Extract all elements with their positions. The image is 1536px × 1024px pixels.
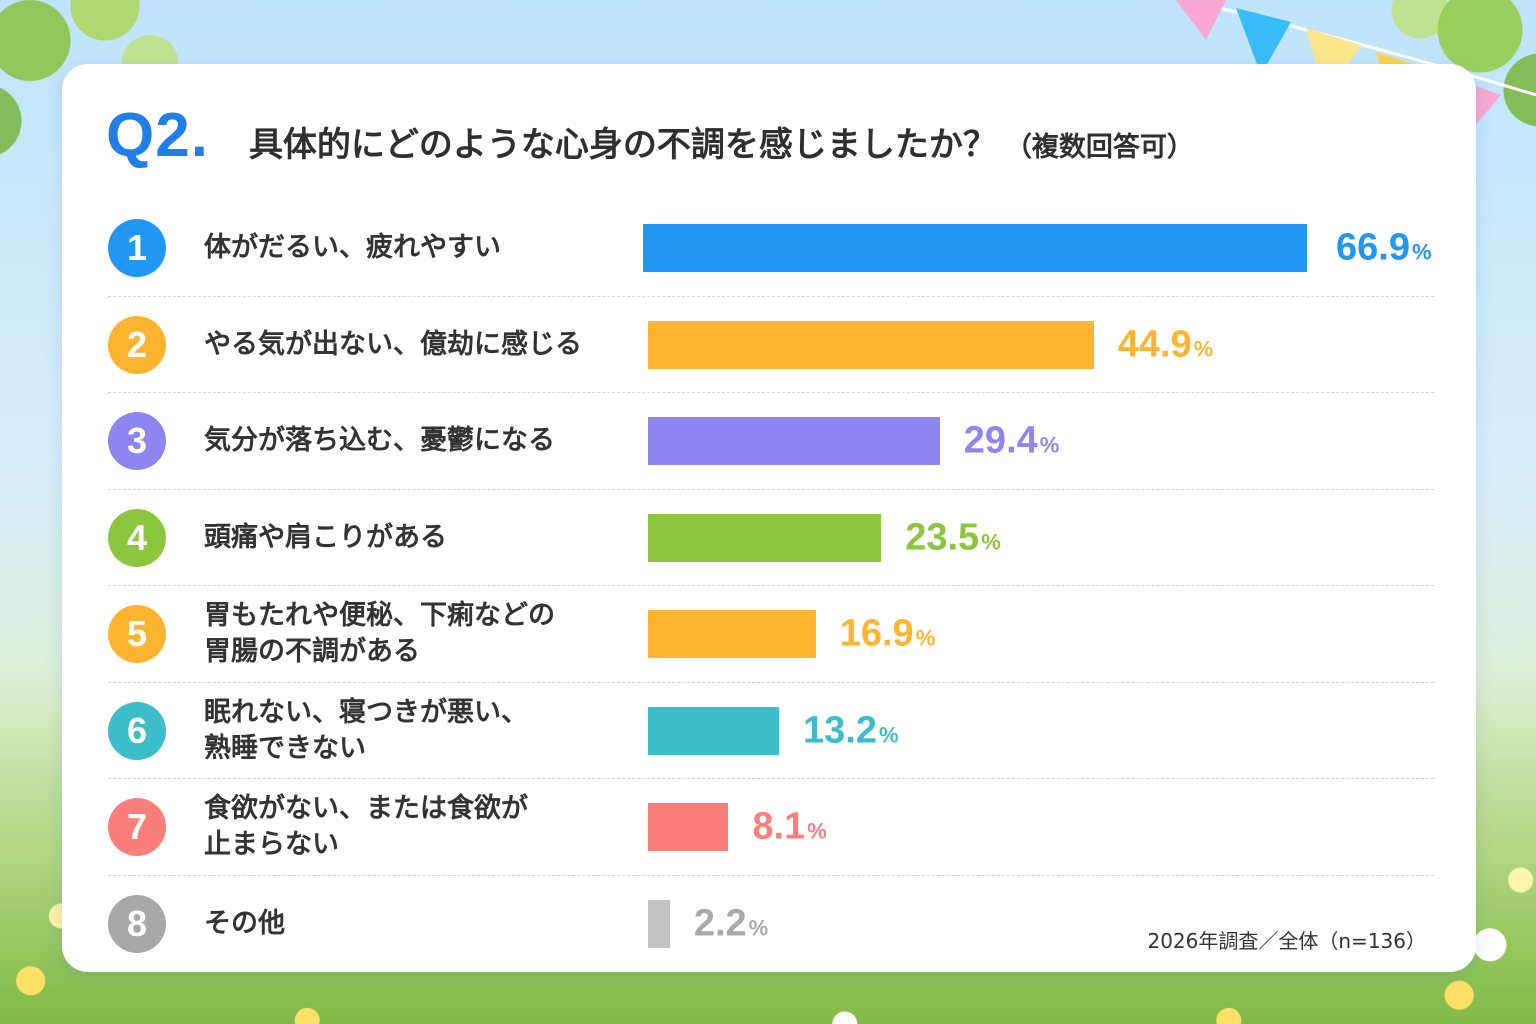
category-label: 胃もたれや便秘、下痢などの 胃腸の不調がある: [204, 598, 634, 670]
bar: [648, 417, 940, 466]
chart-row: 7 食欲がない、または食欲が 止まらない 8.1%: [108, 779, 1434, 876]
value-unit: %: [748, 915, 769, 941]
bar: [648, 513, 882, 562]
value-number: 16.9: [839, 612, 914, 655]
bar-chart: 1 体がだるい、疲れやすい 66.9% 2 やる気が出ない、億劫に感じる 44.9% 3 気分…: [108, 200, 1434, 972]
category-label-line: 眠れない、寝つきが悪い、: [204, 696, 528, 728]
chart-row: 6 眠れない、寝つきが悪い、 熟睡できない 13.2%: [108, 683, 1434, 780]
question-note: （複数回答可）: [1004, 132, 1194, 163]
bar: [643, 224, 1307, 273]
rank-badge: 3: [108, 412, 166, 471]
bar: [648, 899, 670, 948]
value-label: 8.1%: [752, 806, 826, 849]
chart-row: 8 その他 2.2%: [108, 876, 1434, 973]
chart-row: 5 胃もたれや便秘、下痢などの 胃腸の不調がある 16.9%: [108, 586, 1434, 683]
value-label: 44.9%: [1118, 323, 1214, 366]
survey-card: Q2. 具体的にどのような心身の不調を感じましたか？ （複数回答可） 1 体がだる…: [62, 64, 1476, 972]
category-label: 頭痛や肩こりがある: [204, 520, 634, 556]
category-label-line: 気分が落ち込む、憂鬱になる: [204, 425, 555, 457]
value-unit: %: [807, 818, 827, 844]
category-label-line: 食欲がない、または食欲が: [204, 793, 528, 825]
rank-badge: 7: [108, 798, 166, 857]
category-label-line: 止まらない: [204, 829, 339, 861]
value-unit: %: [915, 625, 936, 651]
category-label: 体がだるい、疲れやすい: [204, 230, 634, 266]
bar: [648, 706, 779, 755]
category-label-line: 体がだるい、疲れやすい: [204, 232, 501, 264]
value-label: 13.2%: [803, 709, 899, 752]
chart-row: 2 やる気が出ない、億劫に感じる 44.9%: [108, 297, 1434, 394]
chart-row: 3 気分が落ち込む、憂鬱になる 29.4%: [108, 393, 1434, 490]
rank-badge: 6: [108, 701, 166, 760]
title-row: Q2. 具体的にどのような心身の不調を感じましたか？ （複数回答可）: [106, 100, 1194, 180]
value-number: 2.2: [693, 902, 747, 945]
value-unit: %: [1411, 239, 1432, 265]
question-title: 具体的にどのような心身の不調を感じましたか？: [248, 125, 997, 165]
value-unit: %: [981, 529, 1001, 555]
value-label: 23.5%: [905, 516, 1001, 559]
rank-badge: 1: [108, 219, 166, 278]
chart-row: 4 頭痛や肩こりがある 23.5%: [108, 490, 1434, 587]
value-unit: %: [1039, 432, 1060, 458]
category-label: その他: [204, 906, 634, 942]
category-label-line: 胃腸の不調がある: [204, 636, 420, 668]
category-label-line: 熟睡できない: [204, 732, 366, 764]
category-label-line: 胃もたれや便秘、下痢などの: [204, 600, 555, 632]
chart-row: 1 体がだるい、疲れやすい 66.9%: [108, 200, 1434, 297]
rank-badge: 5: [108, 605, 166, 664]
value-label: 29.4%: [964, 420, 1060, 463]
category-label: 気分が落ち込む、憂鬱になる: [204, 423, 634, 459]
rank-badge: 4: [108, 508, 166, 567]
value-number: 44.9: [1117, 323, 1192, 366]
category-label: やる気が出ない、億劫に感じる: [204, 327, 634, 363]
value-number: 29.4: [963, 419, 1038, 462]
question-number: Q2.: [106, 101, 209, 170]
value-number: 8.1: [752, 805, 806, 848]
value-unit: %: [878, 722, 899, 748]
category-label-line: やる気が出ない、億劫に感じる: [204, 328, 582, 360]
value-label: 2.2%: [694, 902, 768, 945]
rank-badge: 8: [108, 894, 166, 953]
category-label-line: 頭痛や肩こりがある: [204, 521, 447, 553]
value-number: 66.9: [1336, 226, 1410, 269]
bar: [648, 803, 729, 852]
footnote: 2026年調査／全体（n=136）: [1147, 929, 1426, 953]
value-label: 66.9%: [1336, 227, 1432, 270]
value-unit: %: [1193, 336, 1214, 362]
bar: [648, 320, 1094, 369]
rank-badge: 2: [108, 315, 166, 374]
value-number: 13.2: [803, 709, 877, 752]
category-label-line: その他: [204, 907, 285, 939]
category-label: 食欲がない、または食欲が 止まらない: [204, 791, 634, 863]
category-label: 眠れない、寝つきが悪い、 熟睡できない: [204, 695, 634, 767]
value-number: 23.5: [905, 516, 980, 559]
bar: [648, 610, 816, 659]
value-label: 16.9%: [840, 613, 936, 656]
